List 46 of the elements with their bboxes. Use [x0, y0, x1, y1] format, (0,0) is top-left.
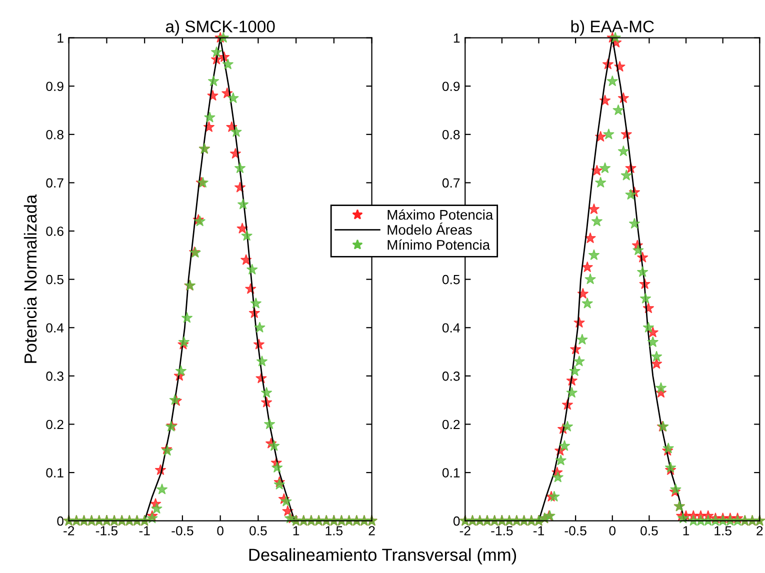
x-tick-label: 0.5 [640, 526, 658, 536]
y-tick-label: 0 [57, 516, 64, 526]
y-tick-label: 0.2 [46, 420, 64, 430]
x-tick-label: 2 [368, 526, 375, 536]
x-tick-label: 1 [683, 526, 690, 536]
y-tick-label: 0.1 [442, 468, 460, 478]
y-tick-label: 0.5 [46, 274, 64, 284]
x-tick-label: -1.5 [96, 526, 118, 536]
x-tick-label: 1.5 [326, 526, 343, 536]
y-tick-label: 0.7 [46, 178, 64, 188]
x-tick-label: 0 [217, 526, 224, 536]
x-tick-label: -0.5 [172, 526, 194, 536]
x-tick-label: 0.5 [250, 526, 267, 536]
legend-label: Modelo Áreas [388, 222, 472, 235]
x-tick-label: 1.5 [714, 526, 732, 536]
x-tick-label: 1 [293, 526, 300, 536]
y-tick-label: 0.8 [46, 130, 64, 140]
y-tick-label: 0 [453, 516, 460, 526]
x-tick-label: 0 [609, 526, 616, 536]
y-tick-label: 0.6 [46, 226, 64, 236]
y-tick-label: 0.9 [46, 82, 64, 92]
x-tick-label: -2 [460, 526, 470, 536]
y-tick-label: 0.4 [46, 323, 64, 333]
x-tick-label: -1 [139, 526, 150, 536]
chart-title: a) SMCK-1000 [166, 20, 275, 36]
y-axis-title: Potencia Normalizada [24, 194, 37, 363]
x-tick-label: -1.5 [491, 526, 513, 536]
y-tick-label: 1 [58, 34, 64, 43]
chart-title: b) EAA-MC [571, 20, 654, 36]
x-tick-label: -0.5 [564, 526, 586, 536]
y-tick-label: 0.4 [442, 323, 460, 333]
legend-label: Máximo Potencia [388, 209, 494, 220]
y-tick-label: 0.3 [46, 372, 64, 381]
y-tick-label: 0.8 [442, 130, 460, 140]
x-tick-label: -2 [64, 526, 74, 536]
legend-label: Mínimo Potencia [388, 239, 490, 250]
y-tick-label: 1 [454, 34, 460, 43]
y-tick-label: 0.9 [442, 82, 460, 92]
y-tick-label: 0.7 [442, 178, 460, 188]
y-tick-label: 0.2 [442, 420, 460, 430]
y-tick-label: 0.5 [442, 274, 460, 284]
y-tick-label: 0.3 [442, 372, 460, 381]
x-axis-title: Desalineamiento Transversal (mm) [249, 548, 516, 564]
x-tick-label: -1 [533, 526, 544, 536]
y-tick-label: 0.1 [46, 468, 64, 478]
x-tick-label: 2 [756, 526, 763, 536]
